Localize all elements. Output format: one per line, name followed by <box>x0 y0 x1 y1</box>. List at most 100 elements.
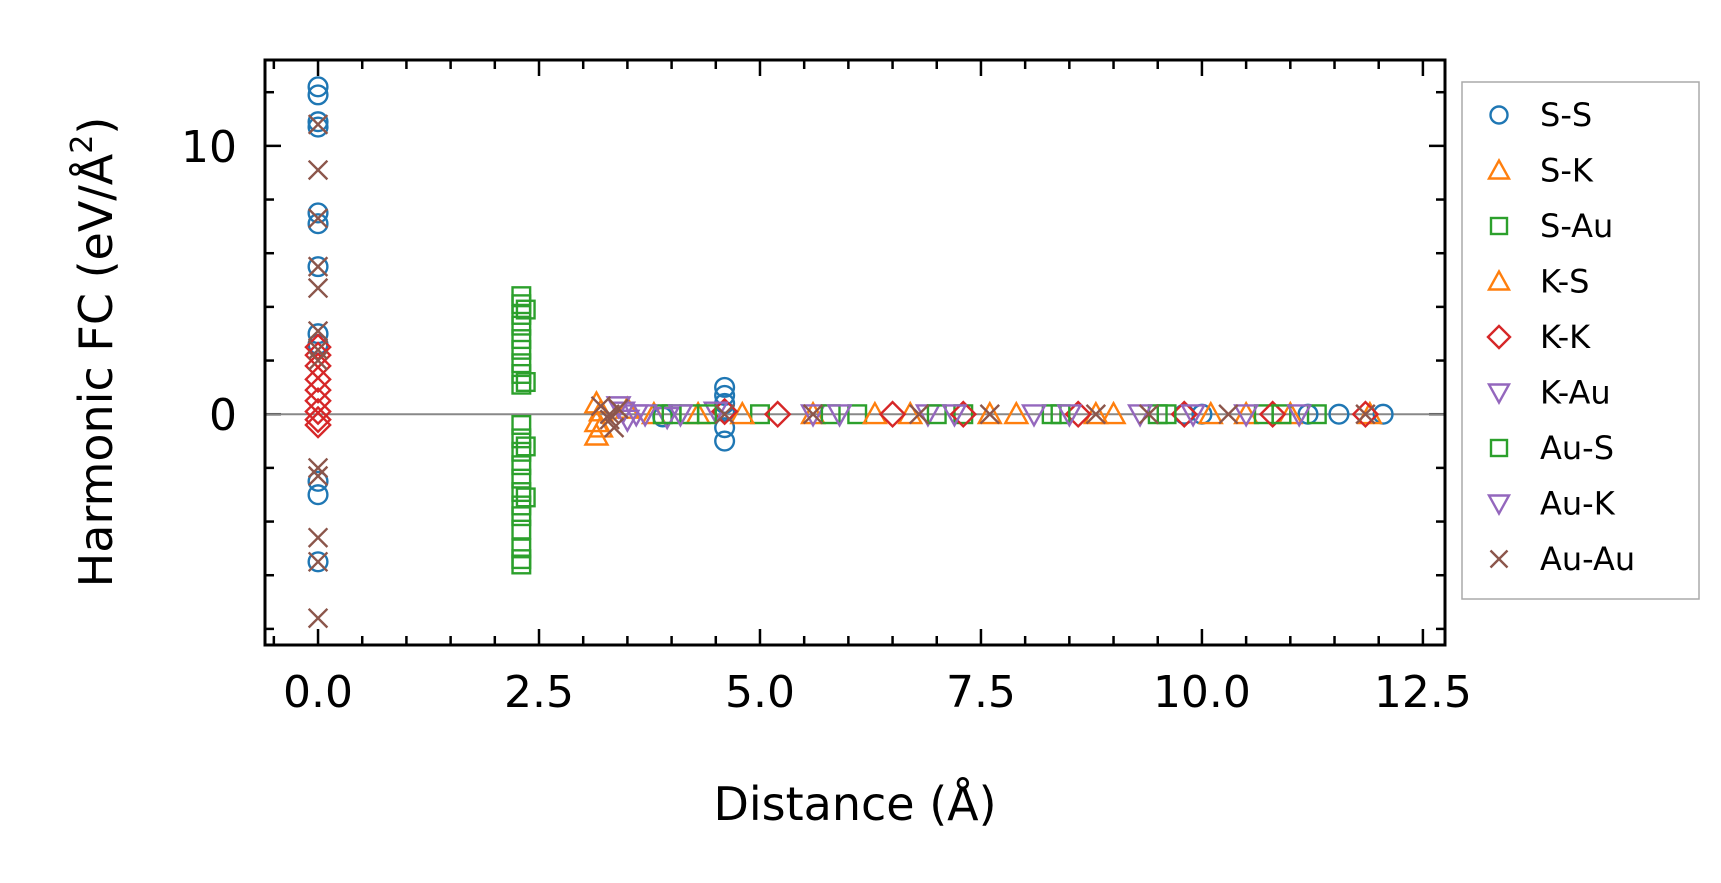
data-point <box>826 404 853 428</box>
series-au-au <box>307 114 1376 629</box>
data-point <box>307 470 329 492</box>
data-point <box>511 414 532 435</box>
data-point <box>1085 404 1107 425</box>
data-point <box>702 401 729 426</box>
data-point <box>304 405 332 434</box>
y-tick-label: 0 <box>209 390 237 441</box>
data-point <box>1372 403 1394 425</box>
data-point <box>307 84 329 106</box>
plot-background <box>265 60 1445 645</box>
data-point <box>1180 404 1207 428</box>
data-point <box>515 372 536 393</box>
data-point <box>307 256 329 278</box>
data-point <box>307 208 329 229</box>
legend-label: S-Au <box>1540 207 1613 245</box>
data-point <box>307 111 329 133</box>
data-point <box>307 465 329 487</box>
data-point <box>696 404 717 425</box>
legend-marker <box>1489 216 1509 236</box>
data-point <box>608 398 629 420</box>
data-point <box>605 396 632 420</box>
data-point <box>763 400 792 429</box>
data-point <box>307 551 329 573</box>
data-point <box>307 339 329 361</box>
legend-marker <box>1486 324 1512 350</box>
data-point <box>515 487 536 508</box>
data-point <box>847 404 868 425</box>
data-point <box>307 527 329 548</box>
data-point <box>1351 400 1380 429</box>
legend: S-S S-K S-Au K-S K-K K-Au Au-S Au-K Au-Au <box>1461 81 1700 600</box>
data-point <box>714 376 736 398</box>
data-point <box>1156 404 1177 425</box>
x-tick-label: 0.0 <box>283 667 353 718</box>
data-point <box>587 414 614 438</box>
data-point <box>1271 404 1292 425</box>
data-point <box>304 397 332 426</box>
legend-label: Au-Au <box>1540 540 1635 578</box>
data-point <box>304 365 332 394</box>
data-point <box>599 404 620 425</box>
data-point <box>511 329 532 350</box>
x-axis-label: Distance (Å) <box>713 777 996 831</box>
data-point <box>307 202 329 224</box>
tick-labels: 0.0 2.5 5.0 7.5 10.0 12.5 0 10 <box>181 122 1472 718</box>
y-tick-label: 10 <box>181 122 237 173</box>
data-point <box>1328 403 1350 425</box>
y-axis-label-superscript: 2 <box>65 135 100 154</box>
data-point <box>515 436 536 457</box>
data-point <box>307 350 329 371</box>
data-point <box>1020 404 1048 428</box>
data-point <box>908 404 930 425</box>
data-point <box>1355 404 1376 425</box>
data-point <box>511 441 532 462</box>
data-point <box>1056 404 1083 428</box>
legend-marker <box>1486 383 1512 405</box>
data-point <box>1306 404 1327 425</box>
data-point <box>307 114 329 135</box>
data-point <box>1003 400 1030 425</box>
legend-label: K-Au <box>1540 374 1611 412</box>
legend-marker <box>1486 269 1512 291</box>
plot-frame <box>263 58 1447 647</box>
data-point <box>749 404 770 425</box>
x-tick-label: 5.0 <box>725 667 795 718</box>
data-point <box>511 304 532 325</box>
data-point <box>307 551 329 573</box>
y-axis-label-end: ) <box>69 117 123 135</box>
data-point <box>307 607 329 629</box>
data-point <box>926 404 947 425</box>
series-au-k <box>609 401 1313 428</box>
data-point <box>1286 404 1313 428</box>
legend-marker <box>1489 105 1509 125</box>
legend-label: K-S <box>1540 263 1589 301</box>
data-point <box>976 400 1003 425</box>
data-point <box>603 417 625 438</box>
legend-frame <box>1461 81 1700 600</box>
legend-label: Au-K <box>1540 485 1616 523</box>
data-point <box>307 277 329 299</box>
x-tick-label: 12.5 <box>1374 667 1472 718</box>
legend-label: S-K <box>1540 152 1594 190</box>
data-point <box>667 404 694 428</box>
data-point <box>878 400 907 429</box>
legend-marker <box>1489 549 1509 569</box>
data-point <box>1138 404 1160 425</box>
data-point <box>511 554 532 575</box>
data-point <box>714 417 736 439</box>
x-tick-label: 10.0 <box>1153 667 1251 718</box>
data-point <box>307 159 329 181</box>
data-point <box>307 116 329 138</box>
data-point <box>941 404 968 428</box>
data-point <box>511 294 532 315</box>
data-point <box>1218 404 1239 425</box>
data-markers <box>304 76 1394 629</box>
data-point <box>307 256 329 277</box>
data-point <box>714 430 736 452</box>
data-point <box>714 404 735 425</box>
data-point <box>307 213 329 235</box>
data-point <box>304 411 332 439</box>
data-point <box>307 320 329 342</box>
data-point <box>511 374 532 395</box>
